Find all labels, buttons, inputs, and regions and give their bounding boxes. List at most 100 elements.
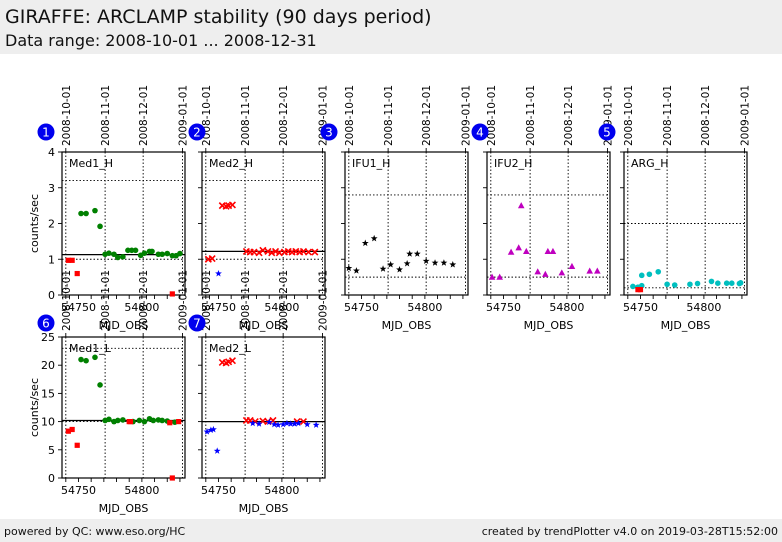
series-outlier — [65, 419, 182, 481]
data-point — [141, 250, 148, 256]
x-tick-label: 54750 — [61, 301, 96, 314]
y-tick-label: 3 — [48, 182, 55, 195]
data-point — [264, 247, 272, 255]
data-point — [304, 248, 313, 256]
series-other — [203, 418, 320, 454]
y-tick-label: 10 — [41, 416, 55, 429]
x-axis-label: MJD_OBS — [524, 319, 574, 332]
data-point — [132, 247, 139, 254]
data-point — [265, 418, 273, 426]
series-ok — [345, 234, 457, 274]
data-point — [127, 419, 134, 425]
data-point — [120, 417, 126, 423]
panel-med1-l: 2008-10-01 2008-11-01 2008-12-01 2009-01-01… — [28, 270, 189, 515]
series-ok — [78, 207, 183, 261]
data-point — [594, 267, 601, 274]
x-tick-label: 54750 — [61, 484, 96, 497]
data-point — [646, 271, 653, 278]
data-point — [114, 254, 121, 261]
data-point — [283, 419, 291, 427]
date-tick-label: 2008-12-01 — [138, 270, 150, 331]
panel-number: 7 — [193, 317, 201, 331]
y-axis-label: counts/sec — [28, 194, 41, 253]
data-point — [671, 282, 678, 288]
date-tick-label: 2008-11-01 — [383, 85, 395, 146]
data-point — [370, 234, 378, 242]
header: GIRAFFE: ARCLAMP stability (90 days peri… — [0, 0, 782, 54]
data-point — [558, 269, 566, 276]
date-tick-label: 2008-10-01 — [61, 270, 73, 331]
x-tick-label: 54800 — [264, 484, 299, 497]
panel-number-badge — [37, 314, 55, 332]
panel-number-badge — [188, 123, 206, 141]
data-point — [97, 223, 103, 230]
axes-frame — [201, 336, 326, 479]
data-point — [207, 426, 215, 433]
date-tick-label: 2008-12-01 — [138, 85, 150, 146]
panel-number: 1 — [42, 126, 50, 140]
panel-med2-l: 2008-10-01 2008-11-01 2008-12-01 2009-01-01… — [188, 270, 329, 515]
date-tick-label: 2008-12-01 — [563, 85, 575, 146]
series-outlier — [65, 257, 175, 297]
data-point — [422, 257, 430, 264]
panel-number-badge — [471, 123, 489, 141]
panel-label: ARG_H — [631, 157, 668, 170]
x-axis-label: MJD_OBS — [382, 319, 432, 332]
data-point — [228, 357, 236, 365]
date-tick-label: 2008-12-01 — [421, 85, 433, 146]
data-point — [141, 418, 148, 425]
date-tick-label: 2008-12-01 — [278, 270, 290, 331]
data-point — [586, 267, 594, 274]
data-point — [449, 261, 457, 268]
panel-label: IFU2_H — [494, 157, 532, 170]
data-point — [630, 283, 636, 290]
series-ok — [488, 202, 601, 280]
data-point — [228, 201, 236, 209]
data-point — [106, 416, 112, 423]
data-point — [287, 420, 295, 427]
date-tick-label: 2009-01-01 — [177, 270, 189, 331]
data-point — [65, 257, 71, 263]
data-point — [708, 278, 715, 285]
data-point — [83, 210, 89, 217]
data-point — [303, 420, 311, 428]
data-point — [515, 244, 523, 251]
axes-frame — [344, 151, 469, 296]
x-tick-label: 54800 — [407, 301, 442, 314]
data-point — [97, 382, 103, 388]
data-point — [387, 261, 395, 268]
panel-number-badge — [188, 314, 206, 332]
date-tick-label: 2008-11-01 — [240, 270, 252, 331]
page-title: GIRAFFE: ARCLAMP stability (90 days peri… — [5, 6, 432, 28]
data-point — [396, 266, 403, 273]
data-point — [279, 420, 287, 428]
panel-label: Med2_H — [209, 157, 253, 170]
date-tick-label: 2008-10-01 — [486, 85, 498, 146]
date-tick-label: 2008-10-01 — [61, 85, 73, 146]
data-point — [149, 248, 155, 255]
data-point — [517, 202, 525, 209]
x-tick-label: 54800 — [549, 301, 584, 314]
panel-number: 4 — [476, 126, 484, 140]
data-point — [78, 210, 84, 217]
date-tick-label: 2009-01-01 — [317, 270, 329, 331]
data-point — [715, 280, 721, 287]
data-point — [728, 280, 735, 287]
panel-number: 3 — [325, 126, 333, 140]
x-axis-label: MJD_OBS — [661, 319, 711, 332]
data-point — [413, 250, 421, 257]
x-tick-label: 54750 — [344, 301, 379, 314]
data-point — [111, 251, 117, 258]
data-point — [164, 250, 171, 257]
data-point — [311, 248, 319, 256]
panel-number-badge — [598, 123, 616, 141]
plot-grid: 2008-10-01 2008-11-01 2008-12-01 2009-01-01… — [28, 85, 751, 515]
x-tick-label: 54800 — [686, 301, 721, 314]
data-point — [167, 420, 173, 426]
data-point — [638, 272, 645, 279]
x-tick-label: 54750 — [623, 301, 658, 314]
y-tick-label: 25 — [41, 331, 55, 344]
data-point — [694, 280, 701, 287]
panel-label: Med2_L — [209, 342, 252, 355]
data-point — [249, 419, 257, 427]
